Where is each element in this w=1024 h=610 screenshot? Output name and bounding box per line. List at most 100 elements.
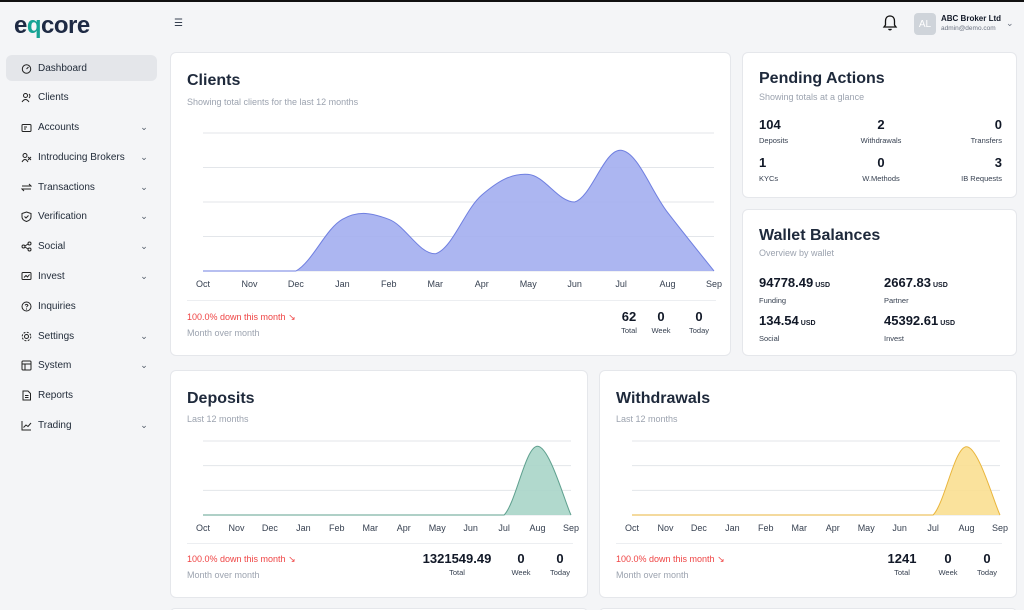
x-tick-label: Sep <box>706 279 722 289</box>
series-line <box>631 446 1001 516</box>
chevron-down-icon[interactable]: ⌄ <box>140 360 148 371</box>
x-tick-label: Sep <box>563 523 579 533</box>
pending-withdrawals[interactable]: 2 Withdrawals <box>860 117 902 145</box>
sidebar-item-trading[interactable]: Trading ⌄ <box>6 413 157 439</box>
change-text: 100.0% down this month ↘ <box>187 554 296 564</box>
deposits-chart: Oct Nov Dec Jan Feb Mar Apr May Jun Jul Aug Sep <box>196 440 579 533</box>
sidebar-item-label: Invest <box>38 271 65 283</box>
clients-title: Clients <box>187 72 241 89</box>
x-tick-label: Jul <box>615 279 627 289</box>
x-tick-label: Mar <box>428 279 444 289</box>
brand-logo[interactable]: eqcore <box>14 12 90 39</box>
pending-kycs[interactable]: 1 KYCs <box>759 155 779 183</box>
x-tick-label: May <box>520 279 538 289</box>
sidebar-item-label: Transactions <box>38 181 95 193</box>
sidebar-item-label: Inquiries <box>38 300 76 312</box>
x-tick-label: Dec <box>288 279 305 289</box>
sidebar-item-clients[interactable]: Clients <box>6 85 157 111</box>
withdrawals-card: Withdrawals Last 12 months Oct Nov Dec Jan F… <box>599 370 1017 598</box>
sidebar-item-label: Dashboard <box>38 62 87 74</box>
pending-transfers[interactable]: 0 Transfers <box>970 117 1002 145</box>
sidebar-item-label: Settings <box>38 330 75 342</box>
stat-week: 0 Week <box>651 309 671 335</box>
sidebar-item-transactions[interactable]: Transactions ⌄ <box>6 174 157 200</box>
x-tick-label: Jun <box>892 523 907 533</box>
sidebar-item-accounts[interactable]: Accounts ⌄ <box>6 115 157 141</box>
clients-chart: Oct Nov Dec Jan Feb Mar Apr May Jun Jul Aug Sep <box>196 132 722 289</box>
trending-down-icon: ↘ <box>288 554 296 564</box>
x-tick-label: Apr <box>397 523 411 533</box>
x-tick-label: Jul <box>927 523 939 533</box>
x-tick-label: Oct <box>196 279 211 289</box>
shield-icon <box>21 211 32 223</box>
x-tick-label: Apr <box>475 279 489 289</box>
x-tick-label: Apr <box>826 523 840 533</box>
chevron-down-icon[interactable]: ⌄ <box>140 122 148 133</box>
pending-actions-title: Pending Actions <box>759 70 885 87</box>
x-tick-label: Aug <box>659 279 675 289</box>
x-tick-label: Jun <box>463 523 478 533</box>
withdrawals-chart: Oct Nov Dec Jan Feb Mar Apr May Jun Jul Aug Sep <box>625 440 1008 533</box>
partners-icon <box>21 152 32 163</box>
x-tick-label: Dec <box>691 523 708 533</box>
deposits-title: Deposits <box>187 390 255 407</box>
x-tick-label: Mar <box>363 523 379 533</box>
stat-total: 1321549.49 Total <box>422 551 492 577</box>
wallet-funding: 94778.49 USD Funding <box>759 275 831 305</box>
x-tick-label: Jul <box>498 523 510 533</box>
series-area <box>632 446 1000 515</box>
sidebar-item-verification[interactable]: Verification ⌄ <box>6 204 157 230</box>
clients-card: Clients Showing total clients for the la… <box>170 52 731 356</box>
change-text: 100.0% down this month ↘ <box>616 554 725 564</box>
sidebar-item-settings[interactable]: Settings ⌄ <box>6 323 157 349</box>
chevron-down-icon[interactable]: ⌄ <box>140 330 148 341</box>
divider <box>616 543 1002 544</box>
pending-wmethods[interactable]: 0 W.Methods <box>862 155 900 183</box>
report-icon <box>21 390 32 401</box>
sidebar-item-introducing-brokers[interactable]: Introducing Brokers ⌄ <box>6 144 157 170</box>
chevron-down-icon[interactable]: ⌄ <box>1006 18 1014 28</box>
x-tick-label: May <box>429 523 447 533</box>
sidebar-item-invest[interactable]: Invest ⌄ <box>6 264 157 290</box>
stat-total: 1241 Total <box>887 551 917 577</box>
pending-actions-subtitle: Showing totals at a glance <box>759 92 865 102</box>
x-tick-label: Oct <box>625 523 640 533</box>
chevron-down-icon[interactable]: ⌄ <box>140 151 148 162</box>
sidebar-item-label: Reports <box>38 390 74 402</box>
x-tick-label: Dec <box>262 523 279 533</box>
stat-today: 0 Today <box>688 309 709 335</box>
x-tick-label: Aug <box>958 523 974 533</box>
chart-line-icon <box>21 420 32 431</box>
sidebar-item-dashboard[interactable]: Dashboard <box>6 55 157 81</box>
x-tick-label: May <box>858 523 876 533</box>
x-tick-label: Jun <box>567 279 582 289</box>
menu-toggle-icon[interactable]: ☰ <box>174 18 183 29</box>
x-tick-label: Nov <box>228 523 245 533</box>
pending-ib-requests[interactable]: 3 IB Requests <box>961 155 1002 183</box>
x-tick-label: Sep <box>992 523 1008 533</box>
x-tick-label: Feb <box>329 523 345 533</box>
trending-down-icon: ↘ <box>717 554 725 564</box>
sidebar-item-label: Accounts <box>38 122 80 134</box>
avatar[interactable]: AL <box>914 13 936 35</box>
sidebar-item-inquiries[interactable]: Inquiries <box>6 293 157 319</box>
chevron-down-icon[interactable]: ⌄ <box>140 181 148 192</box>
user-name[interactable]: ABC Broker Ltd <box>941 14 1002 23</box>
chevron-down-icon[interactable]: ⌄ <box>140 211 148 222</box>
share-icon <box>21 241 32 252</box>
top-header: ☰ AL ABC Broker Ltd admin@demo.com ⌄ <box>162 2 1024 46</box>
chevron-down-icon[interactable]: ⌄ <box>140 420 148 431</box>
sidebar-item-label: Introducing Brokers <box>38 151 125 163</box>
sidebar-item-system[interactable]: System ⌄ <box>6 353 157 379</box>
bell-icon[interactable] <box>882 14 898 32</box>
x-tick-label: Feb <box>381 279 397 289</box>
x-tick-label: Oct <box>196 523 211 533</box>
pending-deposits[interactable]: 104 Deposits <box>759 117 789 145</box>
sidebar-item-reports[interactable]: Reports <box>6 383 157 409</box>
sidebar-item-label: Social <box>38 241 66 253</box>
chevron-down-icon[interactable]: ⌄ <box>140 241 148 252</box>
sidebar-item-social[interactable]: Social ⌄ <box>6 234 157 260</box>
chevron-down-icon[interactable]: ⌄ <box>140 271 148 282</box>
wallet-balances-card: Wallet Balances Overview by wallet 94778… <box>742 209 1017 356</box>
main-content: ☰ AL ABC Broker Ltd admin@demo.com ⌄ Cli… <box>162 2 1024 610</box>
